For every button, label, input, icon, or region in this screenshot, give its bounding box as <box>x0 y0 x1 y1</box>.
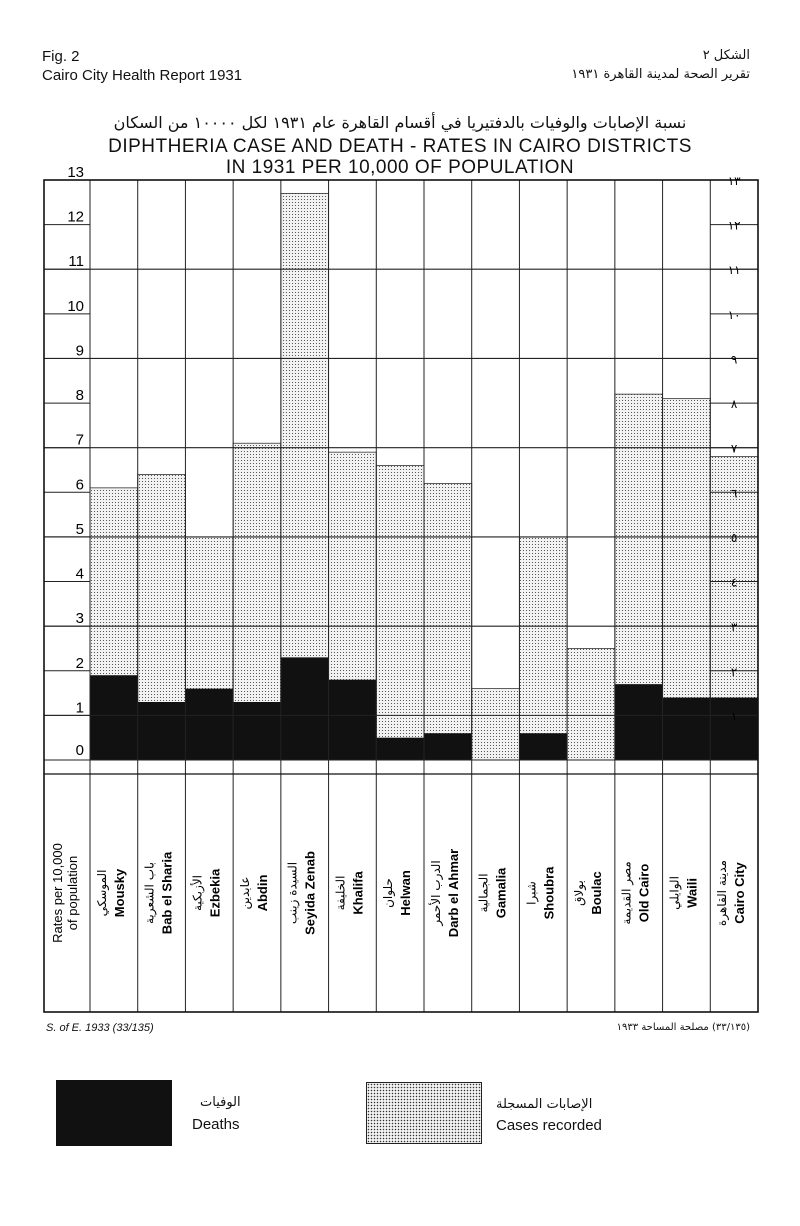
category-label-ar-0: الموسكي <box>95 870 110 917</box>
report-title-arabic: تقرير الصحة لمدينة القاهرة ١٩٣١ <box>571 67 750 82</box>
footnote-arabic: (٣٣/١٣٥) مصلحة المساحة ١٩٣٣ <box>616 1022 750 1033</box>
y-tick-label-ar-3: ٣ <box>731 620 738 634</box>
y-tick-label-ar-12: ١٢ <box>728 219 741 233</box>
y-tick-label-11: 11 <box>68 253 84 270</box>
deaths-bar-13 <box>710 697 758 760</box>
y-tick-label-ar-1: ١ <box>731 709 737 723</box>
category-label-4: Seyida Zenab <box>303 851 318 935</box>
cases-bar-7 <box>423 482 473 761</box>
category-label-13: Cairo City <box>732 862 747 924</box>
y-tick-label-ar-6: ٦ <box>731 486 737 500</box>
legend-cases-swatch <box>366 1082 482 1144</box>
category-label-8: Gamalia <box>494 867 509 918</box>
y-tick-label-5: 5 <box>76 521 84 538</box>
y-tick-label-4: 4 <box>76 566 84 583</box>
bar-chart: 012345678910111213١٢٣٤٥٦٧٨٩١٠١١١٢١٣Rates… <box>43 164 759 1013</box>
deaths-bar-2 <box>185 688 234 760</box>
y-tick-label-ar-13: ١٣ <box>728 174 741 188</box>
y-tick-label-13: 13 <box>67 164 84 181</box>
category-label-5: Khalifa <box>350 871 365 915</box>
category-label-3: Abdin <box>255 875 270 912</box>
chart-frame <box>43 179 759 1013</box>
category-label-0: Mousky <box>112 868 127 917</box>
deaths-bar-3 <box>233 702 281 760</box>
y-tick-label-3: 3 <box>76 610 84 627</box>
y-tick-label-1: 1 <box>76 699 84 716</box>
deaths-bar-11 <box>614 684 663 760</box>
y-tick-label-ar-9: ٩ <box>731 352 737 366</box>
report-title: Cairo City Health Report 1931 <box>42 67 243 84</box>
y-tick-label-6: 6 <box>76 476 84 493</box>
category-label-10: Boulac <box>589 871 604 914</box>
y-tick-label-12: 12 <box>67 209 84 226</box>
category-label-ar-9: شبرا <box>524 881 539 905</box>
footnote: S. of E. 1933 (33/135) <box>46 1022 154 1034</box>
category-label-ar-10: بولاق <box>572 880 587 906</box>
legend-cases-label-arabic: الإصابات المسجلة <box>496 1097 593 1112</box>
y-tick-label-8: 8 <box>76 387 84 404</box>
category-label-ar-2: الأزبكية <box>189 875 205 911</box>
category-label-ar-3: عابدين <box>238 877 253 910</box>
category-label-12: Waili <box>684 878 699 908</box>
figure-label-arabic: الشكل ٢ <box>702 48 750 63</box>
deaths-bar-12 <box>662 697 711 760</box>
y-tick-label-7: 7 <box>76 432 84 449</box>
y-axis-label: Rates per 10,000of population <box>50 843 80 943</box>
legend-deaths-label: Deaths <box>192 1116 240 1133</box>
category-label-7: Darb el Ahmar <box>446 849 461 937</box>
cases-bar-9 <box>519 536 568 761</box>
deaths-bar-4 <box>280 657 329 760</box>
y-tick-label-ar-4: ٤ <box>731 576 737 590</box>
category-label-ar-6: حلوان <box>381 878 396 908</box>
category-label-ar-1: باب الشعرية <box>143 862 158 924</box>
y-tick-label-10: 10 <box>67 298 84 315</box>
cases-bar-10 <box>566 648 616 761</box>
deaths-bar-9 <box>519 733 568 760</box>
category-label-ar-5: الخليفة <box>333 876 347 911</box>
deaths-bar-6 <box>376 737 424 760</box>
chart-title-line2: IN 1931 PER 10,000 OF POPULATION <box>225 157 575 178</box>
y-tick-label-ar-7: ٧ <box>731 442 738 456</box>
y-tick-label-ar-11: ١١ <box>728 263 741 277</box>
y-tick-label-ar-10: ١٠ <box>728 308 741 322</box>
deaths-bar-0 <box>90 675 138 760</box>
category-label-11: Old Cairo <box>637 864 652 923</box>
category-label-ar-8: الجمالية <box>477 873 491 912</box>
chart-title-arabic: نسبة الإصابات والوفيات بالدفتيريا في أقس… <box>113 113 687 132</box>
cases-bar-8 <box>471 688 520 761</box>
legend-deaths-label-arabic: الوفيات <box>200 1095 241 1110</box>
category-label-2: Ezbekia <box>207 868 222 917</box>
figure-label: Fig. 2 <box>42 48 80 65</box>
deaths-bar-1 <box>137 702 186 760</box>
category-label-ar-4: السيدة زينب <box>286 862 301 924</box>
y-tick-label-ar-5: ٥ <box>731 531 737 545</box>
y-tick-label-9: 9 <box>76 342 84 359</box>
category-label-1: Bab el Sharia <box>160 851 175 934</box>
category-label-9: Shoubra <box>541 866 556 919</box>
y-tick-label-ar-8: ٨ <box>731 397 738 411</box>
deaths-bar-7 <box>424 733 472 760</box>
chart-title-line1: DIPHTHERIA CASE AND DEATH - RATES IN CAI… <box>108 136 692 157</box>
category-label-6: Helwan <box>398 870 413 916</box>
y-tick-label-ar-2: ٢ <box>731 665 737 679</box>
category-label-ar-11: مصر القديمة <box>620 861 635 924</box>
legend-deaths-swatch <box>56 1080 172 1146</box>
y-tick-label-0: 0 <box>76 742 84 759</box>
legend-cases-label: Cases recorded <box>496 1117 602 1134</box>
y-tick-label-2: 2 <box>76 655 84 672</box>
category-label-ar-13: مدينة القاهرة <box>715 860 730 926</box>
category-label-ar-12: الوايلي <box>667 876 682 910</box>
category-label-ar-7: الدرب الأحمر <box>428 860 444 926</box>
deaths-bar-5 <box>328 679 377 760</box>
